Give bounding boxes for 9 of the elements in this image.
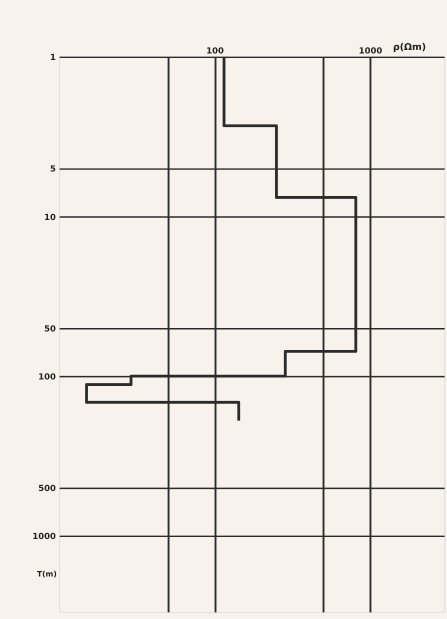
x-axis-title: ρ(Ωm) (393, 42, 426, 53)
y-tick-label: 1000 (32, 531, 56, 541)
y-tick-label: 5 (50, 164, 56, 174)
y-tick-label: 500 (38, 482, 56, 493)
y-tick-label: 1 (50, 52, 56, 62)
y-axis-title: T(m) (37, 570, 57, 579)
y-tick-label: 50 (44, 323, 56, 334)
y-tick-label: 100 (38, 371, 56, 382)
y-tick-label: 10 (44, 212, 56, 222)
